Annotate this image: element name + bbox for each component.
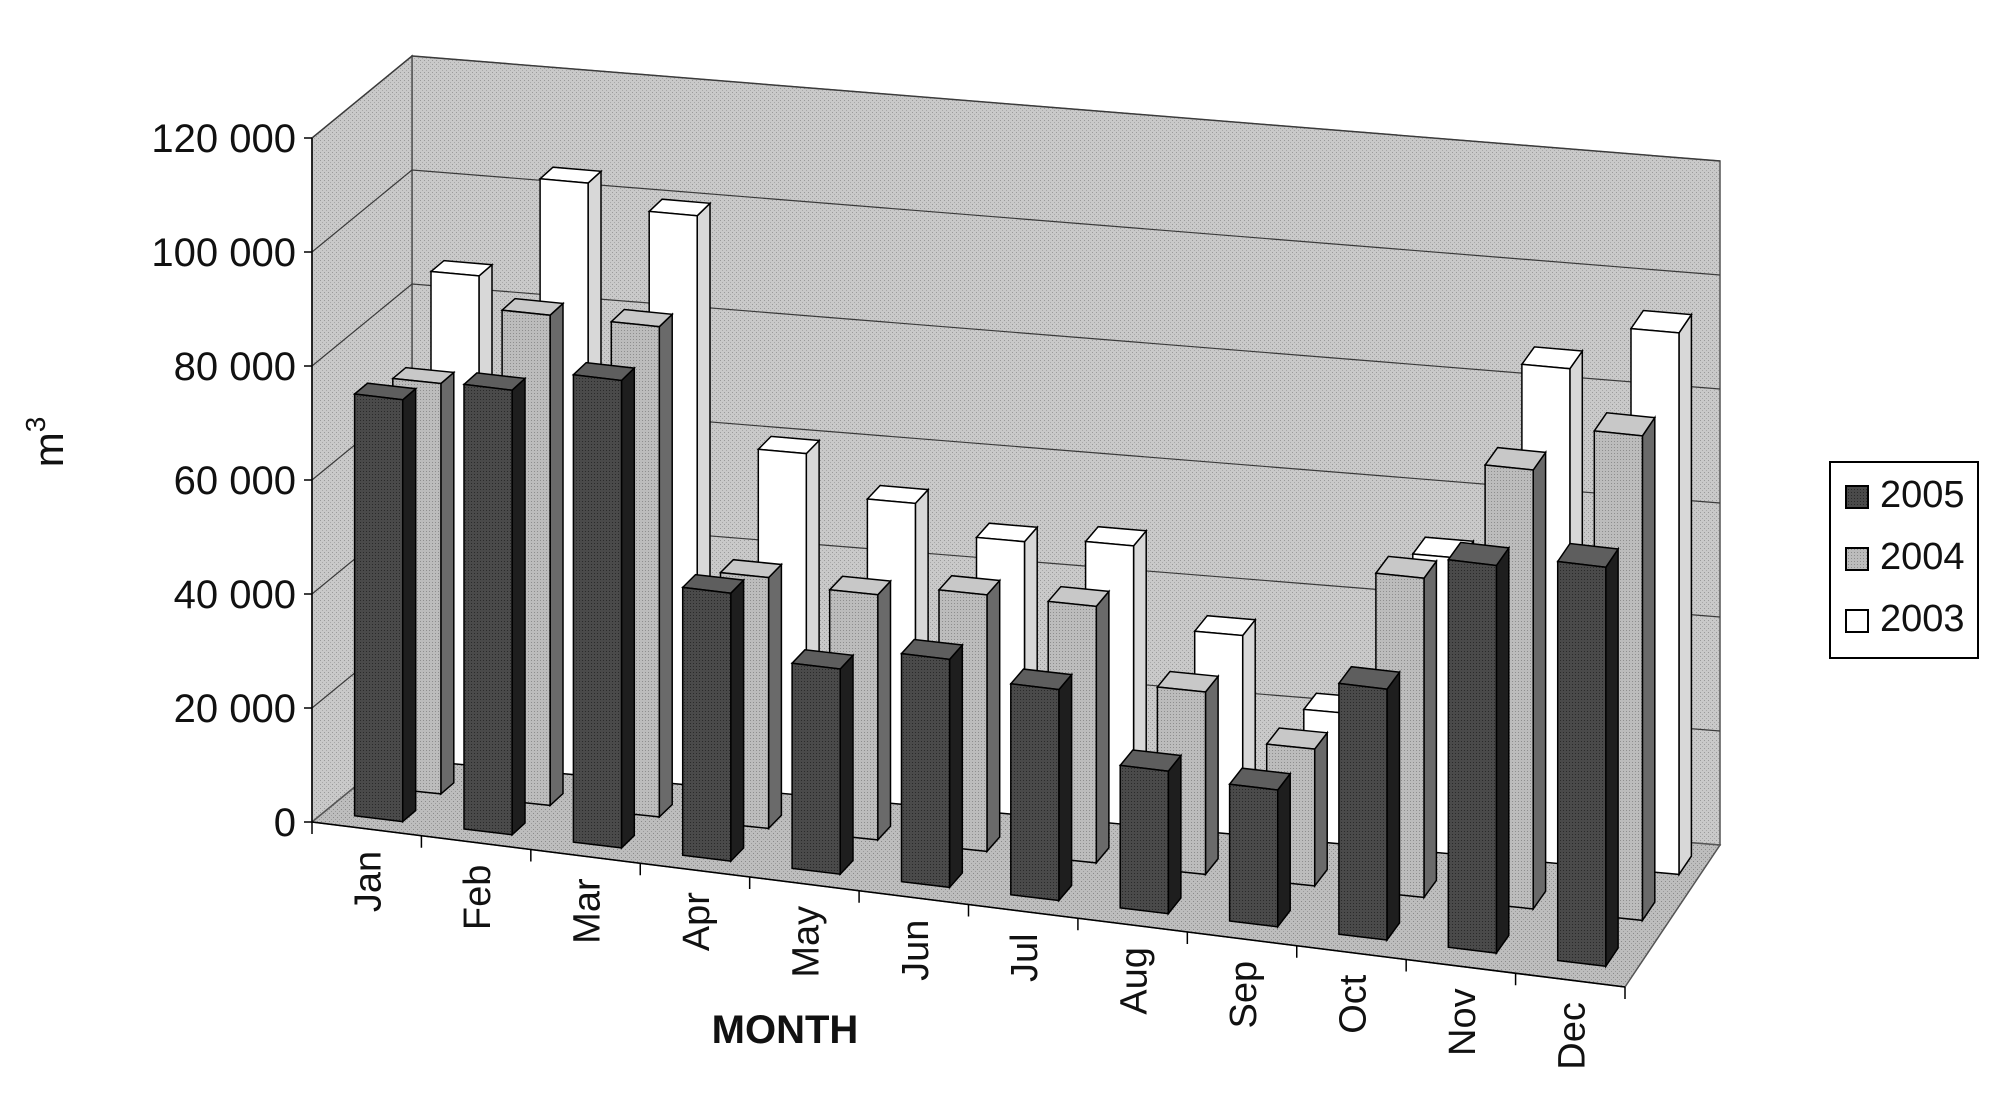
x-category-label: Sep (1223, 961, 1265, 1029)
bar-side-face (767, 562, 783, 831)
bar-2005-Sep (1228, 767, 1292, 930)
x-category-label: May (785, 906, 827, 978)
bar-side-face (1605, 546, 1619, 969)
bar-side-face (620, 366, 636, 850)
bar-side-face (401, 387, 417, 824)
bar-front-face (791, 662, 841, 876)
legend-label-2003: 2003 (1880, 598, 1965, 640)
bar-side-face (1095, 589, 1110, 865)
x-category-label: Apr (676, 892, 718, 951)
legend-swatch-2005 (1845, 485, 1869, 509)
bar-2005-May (790, 649, 855, 877)
y-axis-title-base: m (25, 432, 72, 467)
bar-front-face (353, 393, 404, 823)
axes-group: 0 20 000 40 000 60 000 80 000 100 000 120 000 J… (151, 117, 1626, 1070)
legend-label-2004: 2004 (1880, 536, 1965, 578)
bar-side-face (1276, 771, 1291, 930)
bar-front-face (463, 383, 513, 836)
x-category-label: Nov (1442, 988, 1484, 1056)
bar-side-face (1313, 730, 1328, 889)
x-category-label: Aug (1114, 947, 1156, 1015)
bar-2005-Jan (352, 382, 418, 824)
legend-swatch-2003 (1845, 609, 1869, 633)
gridline (311, 283, 1721, 390)
bar-side-face (1532, 450, 1547, 912)
bar-front-face (681, 586, 732, 862)
x-category-label: Jul (1004, 933, 1046, 982)
bar-front-face (1447, 558, 1498, 954)
y-tick-label: 20 000 (174, 687, 296, 731)
bar-side-face (839, 653, 854, 877)
bar-side-face (658, 312, 673, 819)
y-tick-label: 120 000 (151, 117, 296, 161)
x-category-label: Jun (895, 920, 937, 981)
bar-2005-Dec (1556, 542, 1620, 969)
y-tick-label: 40 000 (174, 573, 296, 617)
x-category-label: Mar (567, 878, 609, 944)
bar-2005-Jul (1009, 668, 1074, 903)
bar-side-face (1641, 415, 1656, 923)
bar-side-face (1386, 669, 1401, 943)
y-axis-title-superscript: 3 (20, 417, 51, 433)
y-tick-label: 80 000 (174, 345, 296, 389)
bar-side-face (440, 370, 455, 796)
bar-front-face (1010, 682, 1060, 902)
x-category-label: Dec (1551, 1002, 1593, 1070)
bar-side-face (1423, 558, 1438, 900)
bar-front-face (900, 652, 951, 889)
bar-side-face (730, 578, 745, 863)
bar-2005-Oct (1337, 665, 1401, 943)
x-category-label: Oct (1332, 974, 1374, 1034)
bar-front-face (1556, 560, 1607, 968)
legend: 2005 2004 2003 (1829, 461, 1979, 659)
y-axis-title: m3 (20, 417, 72, 468)
bar-2005-Aug (1118, 749, 1183, 916)
bar-2005-Feb (462, 372, 527, 837)
legend-swatch-2004 (1845, 547, 1869, 571)
y-tick-label: 60 000 (174, 459, 296, 503)
bar-side-face (1167, 753, 1182, 916)
bar-front-face (1338, 682, 1388, 941)
gridline (311, 55, 1721, 162)
bar-2005-Nov (1446, 541, 1511, 956)
bar-side-face (986, 578, 1001, 854)
gridline (311, 169, 1721, 276)
bar-2005-Jun (899, 638, 964, 890)
bar-side-face (511, 376, 526, 837)
bar-front-face (1119, 764, 1170, 915)
bar-side-face (549, 301, 564, 808)
y-tick-label: 100 000 (151, 231, 296, 275)
bar-front-face (1228, 783, 1279, 928)
x-category-label: Jan (348, 851, 390, 912)
bar-side-face (1204, 674, 1219, 877)
bar-side-face (1678, 312, 1693, 877)
y-tick-label: 0 (274, 801, 296, 845)
bar-front-face (572, 373, 623, 849)
bars-group (352, 166, 1693, 969)
bar-side-face (948, 643, 964, 890)
x-axis-title: MONTH (712, 1008, 859, 1052)
bar-side-face (1495, 545, 1510, 956)
legend-label-2005: 2005 (1880, 474, 1965, 516)
bar-2005-Apr (681, 573, 746, 863)
bar-2005-Mar (571, 361, 636, 850)
x-category-label: Feb (457, 865, 499, 930)
bar-side-face (1058, 672, 1073, 903)
bar-side-face (877, 579, 892, 842)
